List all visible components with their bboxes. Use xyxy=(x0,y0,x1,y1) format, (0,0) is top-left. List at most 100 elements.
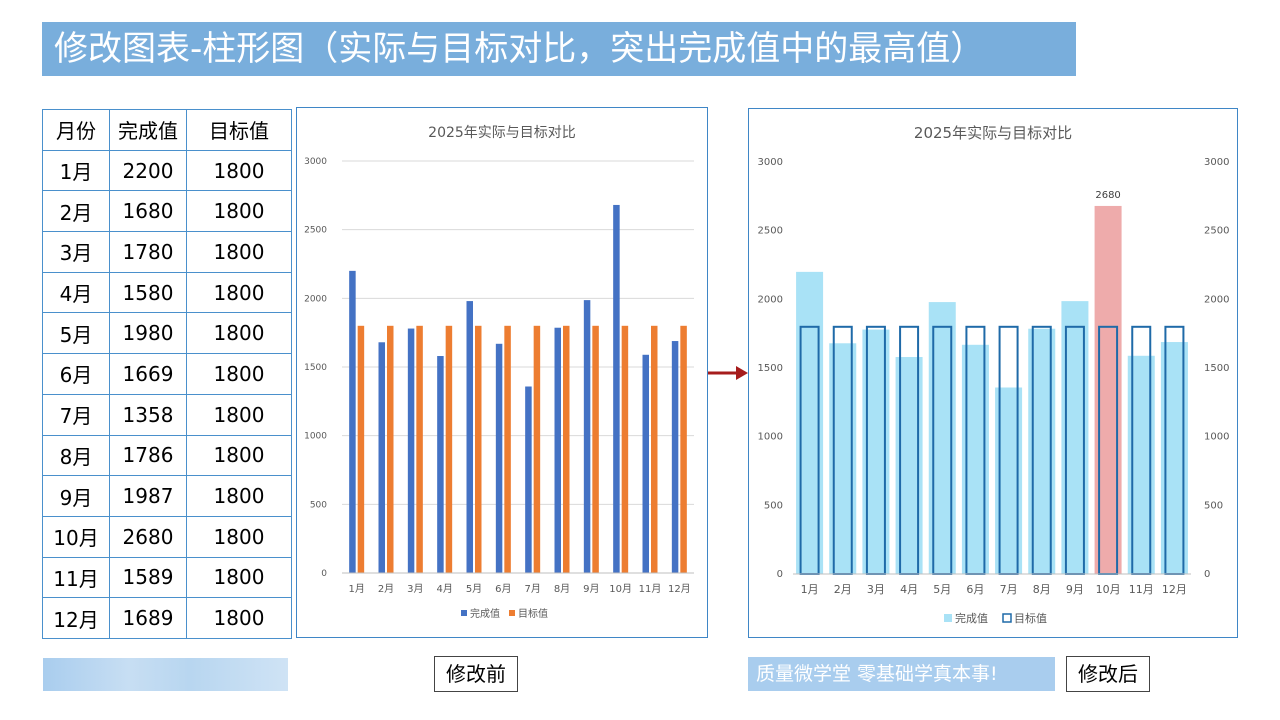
bar-target xyxy=(445,325,453,573)
bar-actual xyxy=(495,343,503,573)
bar-actual xyxy=(466,301,473,573)
table-cell: 1800 xyxy=(186,312,292,355)
table-header-cell: 完成值 xyxy=(109,109,187,151)
y-tick-label: 500 xyxy=(764,500,783,511)
bar-target xyxy=(357,325,365,573)
x-tick-label: 11月 xyxy=(1129,583,1154,596)
blurred-watermark xyxy=(43,658,288,691)
caption-after: 修改后 xyxy=(1066,656,1150,692)
table-row: 4月 1580 1800 xyxy=(42,271,292,314)
chart-title: 2025年实际与目标对比 xyxy=(428,125,576,141)
table-cell: 1800 xyxy=(186,231,292,273)
x-tick-label: 3月 xyxy=(867,583,885,596)
y-tick-label: 0 xyxy=(777,569,783,580)
chart-after: 2025年实际与目标对比 0 500 1000 1500 2000 2500 3000 0 500… xyxy=(748,108,1238,638)
y2-tick-label: 0 xyxy=(1204,569,1210,580)
bar-actual xyxy=(437,356,444,573)
chart-before-svg: 2025年实际与目标对比 0 500 1000 1500 2000 2500 3000 1月 2月… xyxy=(304,125,694,620)
bar-target xyxy=(563,325,570,573)
x-tick-label: 5月 xyxy=(466,583,482,595)
table-cell: 1800 xyxy=(186,515,292,558)
table-cell: 10月 xyxy=(42,515,110,558)
y-tick-label: 2500 xyxy=(758,226,783,237)
x-tick-label: 10月 xyxy=(609,583,632,595)
y-tick-label: 1500 xyxy=(758,363,783,374)
table-cell: 1580 xyxy=(109,271,187,314)
table-cell: 7月 xyxy=(42,393,110,436)
x-tick-label: 6月 xyxy=(966,583,984,596)
bar-target xyxy=(387,325,394,573)
table-cell: 1800 xyxy=(186,556,292,599)
table-row: 6月 1669 1800 xyxy=(42,353,292,395)
table-cell: 1786 xyxy=(109,434,187,477)
table-row: 8月 1786 1800 xyxy=(42,434,292,477)
table-cell: 1800 xyxy=(186,190,292,233)
legend-swatch-actual xyxy=(944,614,952,622)
x-tick-label: 5月 xyxy=(933,583,951,596)
x-tick-label: 12月 xyxy=(1162,583,1187,596)
x-tick-label: 9月 xyxy=(583,583,599,595)
legend-swatch-target xyxy=(1002,613,1012,623)
table-row: 1月 2200 1800 xyxy=(42,149,292,192)
table-cell: 1800 xyxy=(186,353,292,395)
table-header-cell: 月份 xyxy=(42,109,110,151)
x-tick-label: 7月 xyxy=(1000,583,1018,596)
x-tick-label: 2月 xyxy=(378,583,394,595)
y-tick-label: 0 xyxy=(321,569,327,579)
x-tick-label: 10月 xyxy=(1096,583,1121,596)
x-tick-label: 1月 xyxy=(801,583,819,596)
x-tick-label: 8月 xyxy=(554,583,570,595)
table-cell: 4月 xyxy=(42,271,110,314)
x-tick-label: 8月 xyxy=(1033,583,1051,596)
x-tick-label: 4月 xyxy=(900,583,918,596)
table-row: 5月 1980 1800 xyxy=(42,312,292,355)
y-tick-label: 2000 xyxy=(304,294,327,304)
table-cell: 2680 xyxy=(109,515,187,558)
table-cell: 1800 xyxy=(186,149,292,192)
y-tick-label: 500 xyxy=(310,500,327,510)
table-cell: 2200 xyxy=(109,149,187,192)
bar-target xyxy=(475,325,482,573)
x-tick-label: 12月 xyxy=(668,583,691,595)
table-row: 3月 1780 1800 xyxy=(42,231,292,273)
caption-before: 修改前 xyxy=(434,656,518,692)
bar-actual xyxy=(349,270,356,573)
table-cell: 1月 xyxy=(42,149,110,192)
table-cell: 5月 xyxy=(42,312,110,355)
x-tick-label: 2月 xyxy=(834,583,852,596)
x-tick-label: 4月 xyxy=(436,583,452,595)
table-cell: 1800 xyxy=(186,597,292,639)
highlight-data-label: 2680 xyxy=(1095,190,1120,201)
legend-label-target: 目标值 xyxy=(1014,611,1047,625)
table-row: 12月 1689 1800 xyxy=(42,597,292,639)
y-tick-label: 1000 xyxy=(758,432,783,443)
table-row: 10月 2680 1800 xyxy=(42,515,292,558)
bar-actual xyxy=(671,341,679,573)
x-tick-label: 1月 xyxy=(348,583,364,595)
data-table: 月份 完成值 目标值 1月 2200 1800 2月 1680 1800 3月 1780 1800 4… xyxy=(42,109,292,639)
table-cell: 12月 xyxy=(42,597,110,639)
x-tick-label: 9月 xyxy=(1066,583,1084,596)
bar-target xyxy=(651,325,658,573)
table-cell: 1980 xyxy=(109,312,187,355)
legend-label-target: 目标值 xyxy=(518,607,548,620)
table-cell: 1680 xyxy=(109,190,187,233)
bar-target xyxy=(416,325,423,573)
table-cell: 1589 xyxy=(109,556,187,599)
table-cell: 11月 xyxy=(42,556,110,599)
chart-title: 2025年实际与目标对比 xyxy=(914,124,1072,142)
bar-actual xyxy=(642,354,649,573)
table-cell: 6月 xyxy=(42,353,110,395)
chart-after-svg: 2025年实际与目标对比 0 500 1000 1500 2000 2500 3000 0 500… xyxy=(758,124,1230,625)
bar-target xyxy=(680,325,687,573)
y2-tick-label: 2500 xyxy=(1204,226,1229,237)
y2-tick-label: 500 xyxy=(1204,500,1223,511)
x-tick-label: 11月 xyxy=(639,583,662,595)
chart-before: 2025年实际与目标对比 0 500 1000 1500 2000 2500 3000 1月 2月… xyxy=(296,107,708,638)
page-title: 修改图表-柱形图（实际与目标对比，突出完成值中的最高值） xyxy=(42,22,1076,76)
bar-actual xyxy=(583,300,591,573)
bar-actual xyxy=(613,204,620,573)
legend-swatch-target xyxy=(509,610,515,616)
bar-actual xyxy=(554,327,561,573)
table-cell: 1800 xyxy=(186,271,292,314)
